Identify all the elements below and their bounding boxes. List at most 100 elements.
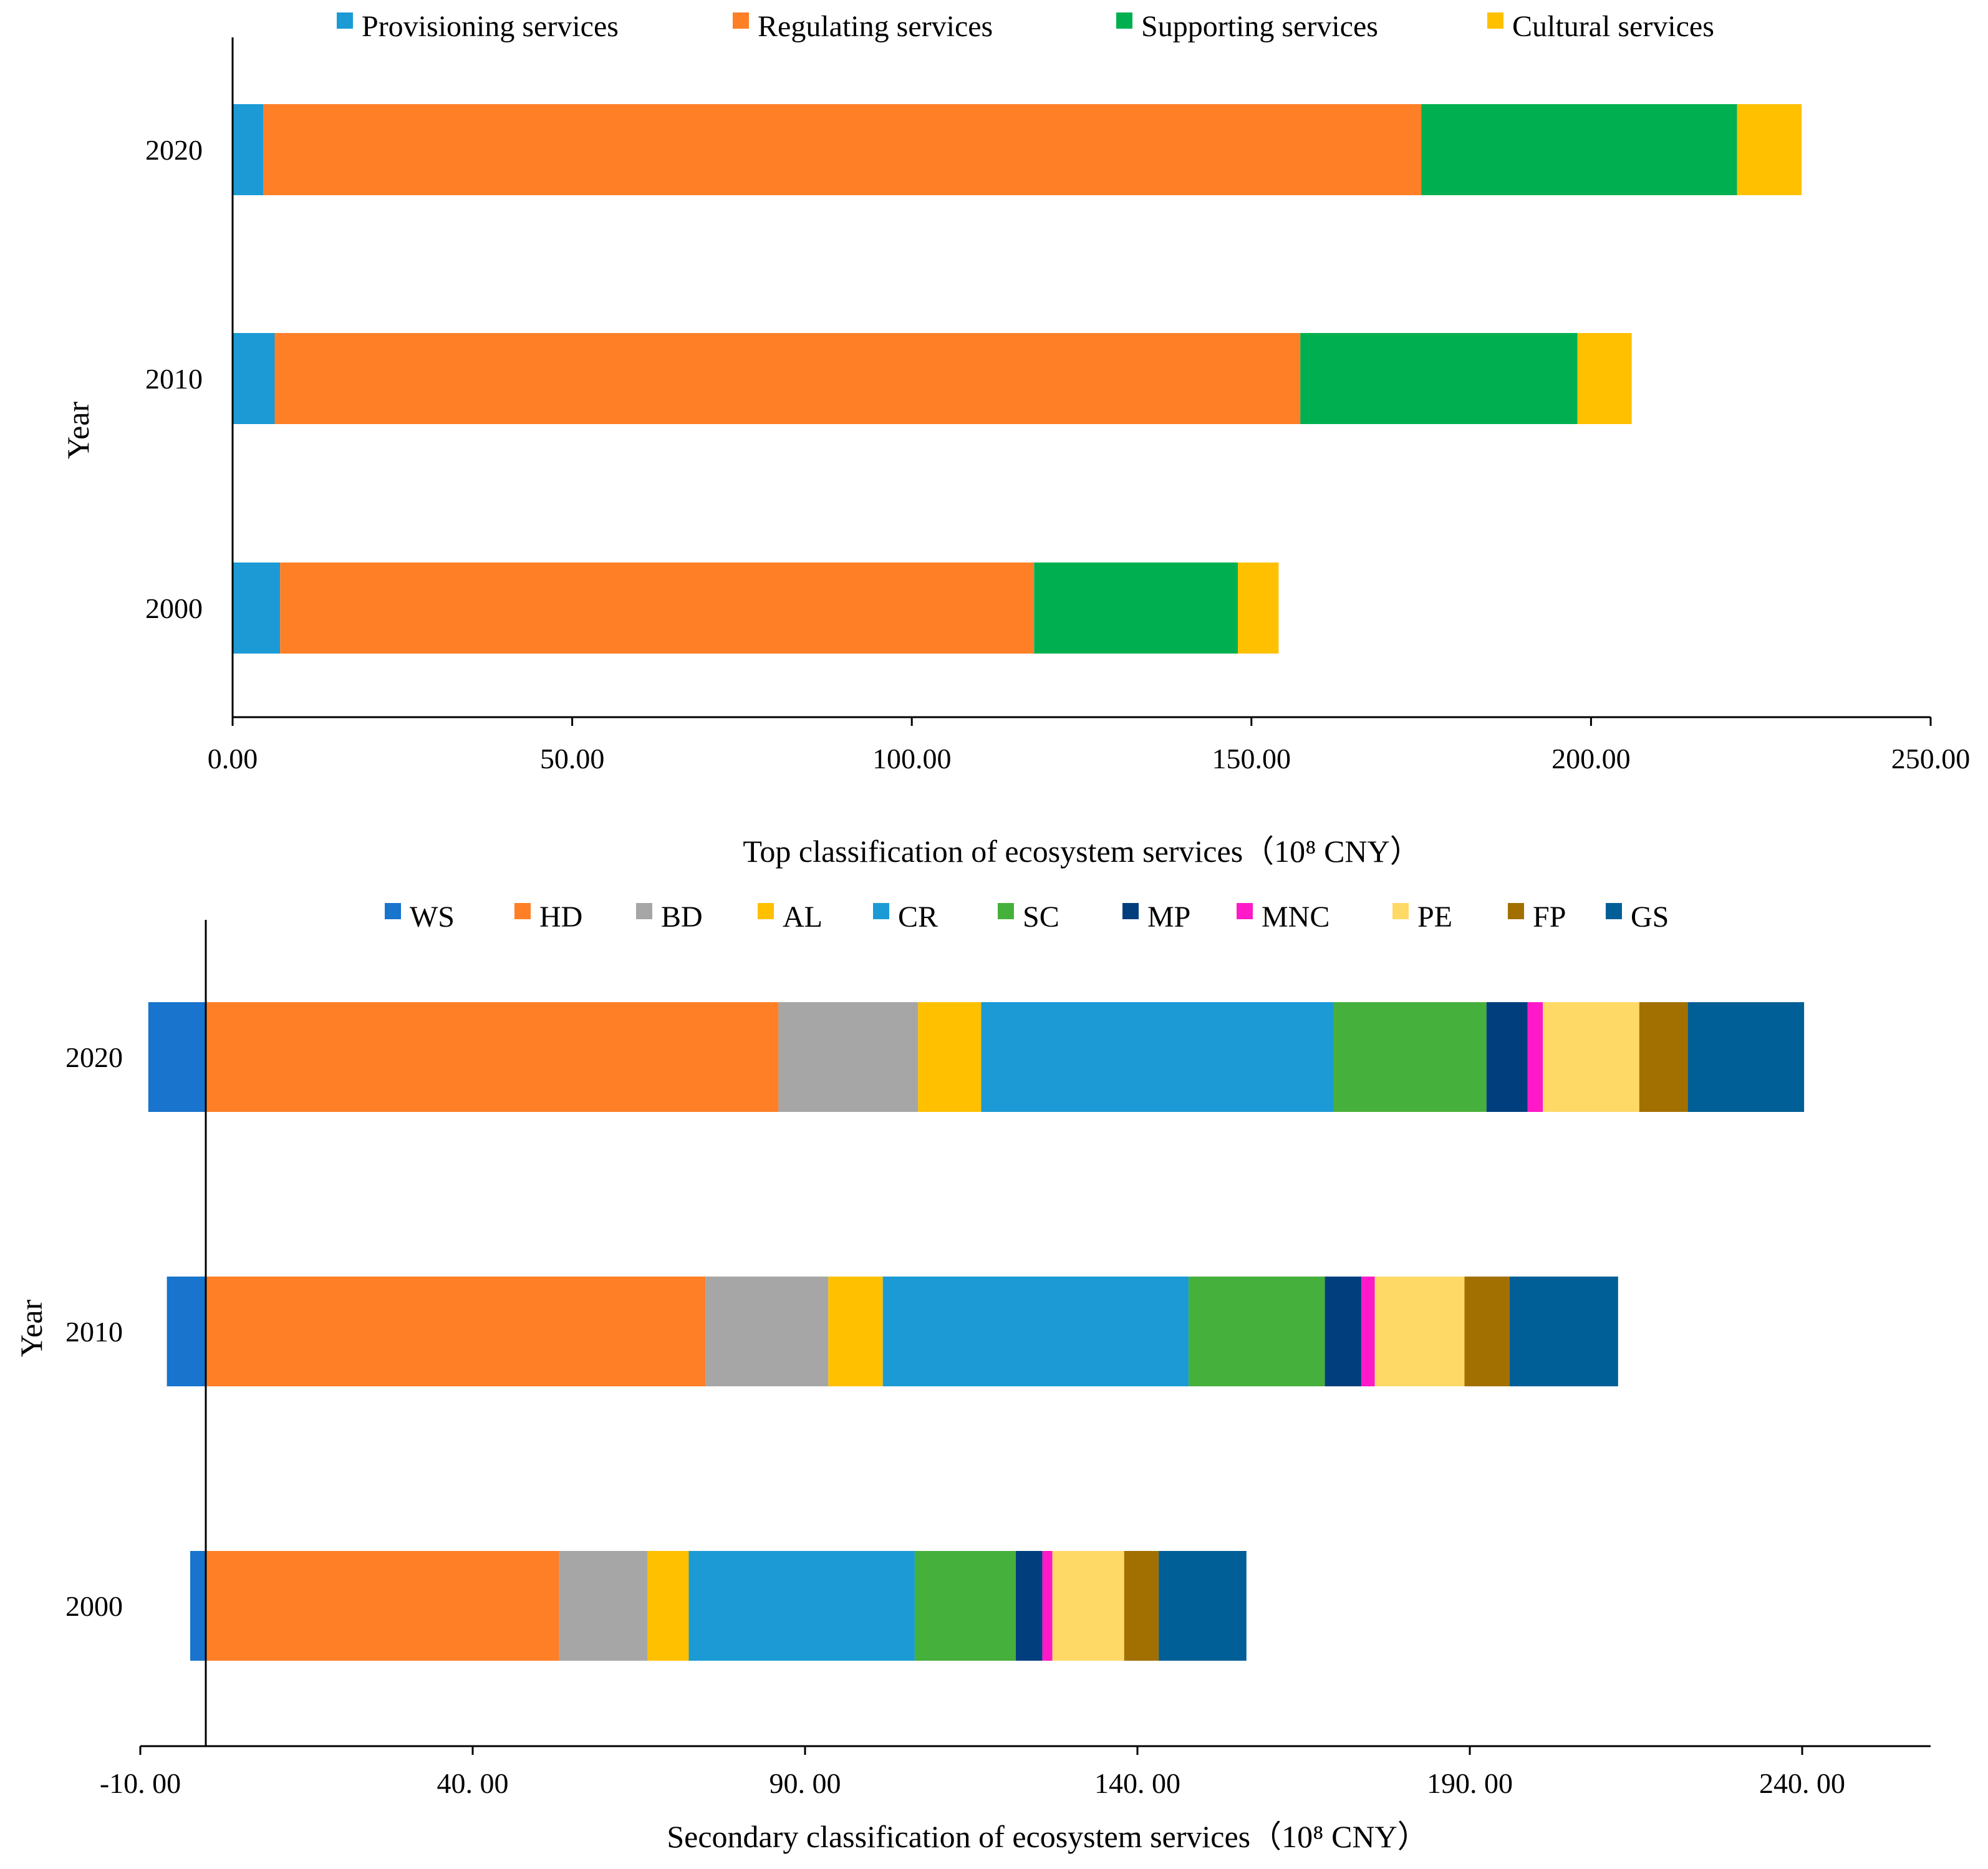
x-tick-label-top-3: 150.00 [1212,743,1291,775]
secondary-classification-chart: WS HD BD AL CR SC MP MNC PE FP GS -10. 00 40. 00 90.… [14,901,1931,1854]
bar-top-2000-supporting-services [1034,563,1238,654]
x-tick-label-bottom-3: 140. 00 [1094,1767,1180,1799]
bar-bottom-2000-pe [1052,1551,1124,1661]
x-tick-label-bottom-1: 40. 00 [437,1767,509,1799]
bar-bottom-2010-bd [705,1277,829,1386]
bar-bottom-2010-ws [166,1277,207,1386]
top-classification-chart: Provisioning services Regulating services… [60,10,1970,869]
top-chart-x-axis-title: Top classification of ecosystem services… [743,834,1421,869]
bar-bottom-2020-fp [1639,1002,1688,1112]
y-category-label-top-2020: 2020 [145,134,203,166]
bottom-chart-y-axis-title: Year [14,1300,49,1357]
bar-bottom-2020-mp [1486,1002,1528,1112]
bar-bottom-2010-mp [1325,1277,1362,1386]
y-category-label-bottom-2020: 2020 [65,1041,123,1073]
bar-top-2020-cultural-services [1737,104,1802,195]
legend-label-pe: PE [1417,901,1452,934]
bottom-chart-x-axis-title: Secondary classification of ecosystem se… [667,1819,1428,1854]
legend-swatch-provisioning-services [337,12,353,29]
legend-swatch-cultural-services [1487,12,1503,29]
legend-label-fp: FP [1533,901,1566,934]
x-tick-label-top-0: 0.00 [208,743,258,775]
top-chart-y-axis-title: Year [60,402,95,459]
bar-bottom-2010-pe [1374,1277,1465,1386]
legend-swatch-cr [873,903,889,919]
bar-bottom-2010-gs [1510,1277,1618,1386]
bar-bottom-2020-al [918,1002,982,1112]
legend-label-cr: CR [898,901,938,934]
bottom-chart-legend: WS HD BD AL CR SC MP MNC PE FP GS [385,901,1669,934]
x-tick-label-top-2: 100.00 [872,743,952,775]
legend-swatch-fp [1508,903,1524,919]
x-tick-label-bottom-2: 90. 00 [770,1767,841,1799]
top-chart-x-ticks: 0.00 50.00 100.00 150.00 200.00 250.00 [208,717,1971,775]
bar-bottom-2020-cr [981,1002,1334,1112]
legend-label-mnc: MNC [1262,901,1329,934]
legend-swatch-gs [1606,903,1622,919]
legend-label-bd: BD [661,901,703,934]
legend-swatch-ws [385,903,401,919]
bar-bottom-2000-sc [914,1551,1016,1661]
bottom-chart-bars [148,1002,1805,1661]
bar-bottom-2010-fp [1464,1277,1510,1386]
top-chart-y-categories: 2020 2010 2000 [145,134,203,624]
y-category-label-top-2010: 2010 [145,363,203,395]
bar-top-2000-regulating-services [280,563,1035,654]
bar-top-2000-provisioning-services [233,563,281,654]
legend-swatch-hd [514,903,531,919]
legend-label-provisioning-services: Provisioning services [362,10,619,43]
bar-bottom-2000-fp [1124,1551,1159,1661]
x-tick-label-top-1: 50.00 [540,743,605,775]
bar-bottom-2000-al [647,1551,689,1661]
bar-top-2010-supporting-services [1300,333,1578,424]
legend-swatch-pe [1392,903,1409,919]
legend-swatch-supporting-services [1116,12,1132,29]
bar-top-2010-cultural-services [1577,333,1632,424]
legend-swatch-mnc [1237,903,1253,919]
legend-label-regulating-services: Regulating services [758,10,993,43]
bottom-chart-x-ticks: -10. 00 40. 00 90. 00 140. 00 190. 00 240. 00 [100,1746,1845,1799]
legend-swatch-sc [998,903,1014,919]
y-category-label-bottom-2000: 2000 [65,1590,123,1622]
bar-top-2020-supporting-services [1421,104,1737,195]
x-tick-label-bottom-0: -10. 00 [100,1767,181,1799]
bar-bottom-2010-al [828,1277,883,1386]
legend-label-cultural-services: Cultural services [1512,10,1714,43]
legend-swatch-al [758,903,774,919]
bar-bottom-2020-gs [1687,1002,1805,1112]
top-chart-legend: Provisioning services Regulating services… [337,10,1714,43]
bar-bottom-2020-mnc [1527,1002,1543,1112]
legend-label-gs: GS [1631,901,1669,934]
bar-bottom-2000-mnc [1042,1551,1053,1661]
bar-top-2010-provisioning-services [233,333,275,424]
legend-label-sc: SC [1023,901,1059,934]
legend-swatch-mp [1122,903,1139,919]
bar-top-2020-provisioning-services [233,104,263,195]
bottom-chart-y-categories: 2020 2010 2000 [65,1041,123,1622]
bar-bottom-2020-bd [778,1002,919,1112]
legend-label-mp: MP [1147,901,1190,934]
legend-swatch-bd [636,903,652,919]
x-tick-label-bottom-4: 190. 00 [1427,1767,1513,1799]
top-chart-bars [233,104,1802,654]
bar-top-2020-regulating-services [263,104,1422,195]
bar-bottom-2010-cr [882,1277,1189,1386]
bar-bottom-2000-cr [688,1551,915,1661]
legend-swatch-regulating-services [733,12,749,29]
bar-bottom-2020-sc [1333,1002,1487,1112]
bar-bottom-2000-gs [1159,1551,1247,1661]
legend-label-al: AL [783,901,823,934]
bar-bottom-2010-hd [206,1277,706,1386]
bar-bottom-2010-sc [1189,1277,1325,1386]
x-tick-label-top-4: 200.00 [1551,743,1631,775]
x-tick-label-bottom-5: 240. 00 [1759,1767,1845,1799]
y-category-label-top-2000: 2000 [145,592,203,624]
bar-bottom-2010-mnc [1361,1277,1375,1386]
x-tick-label-top-5: 250.00 [1891,743,1971,775]
bar-bottom-2020-hd [206,1002,779,1112]
legend-label-hd: HD [539,901,582,934]
bar-bottom-2020-ws [148,1002,207,1112]
legend-label-supporting-services: Supporting services [1141,10,1378,43]
bar-bottom-2000-hd [206,1551,559,1661]
